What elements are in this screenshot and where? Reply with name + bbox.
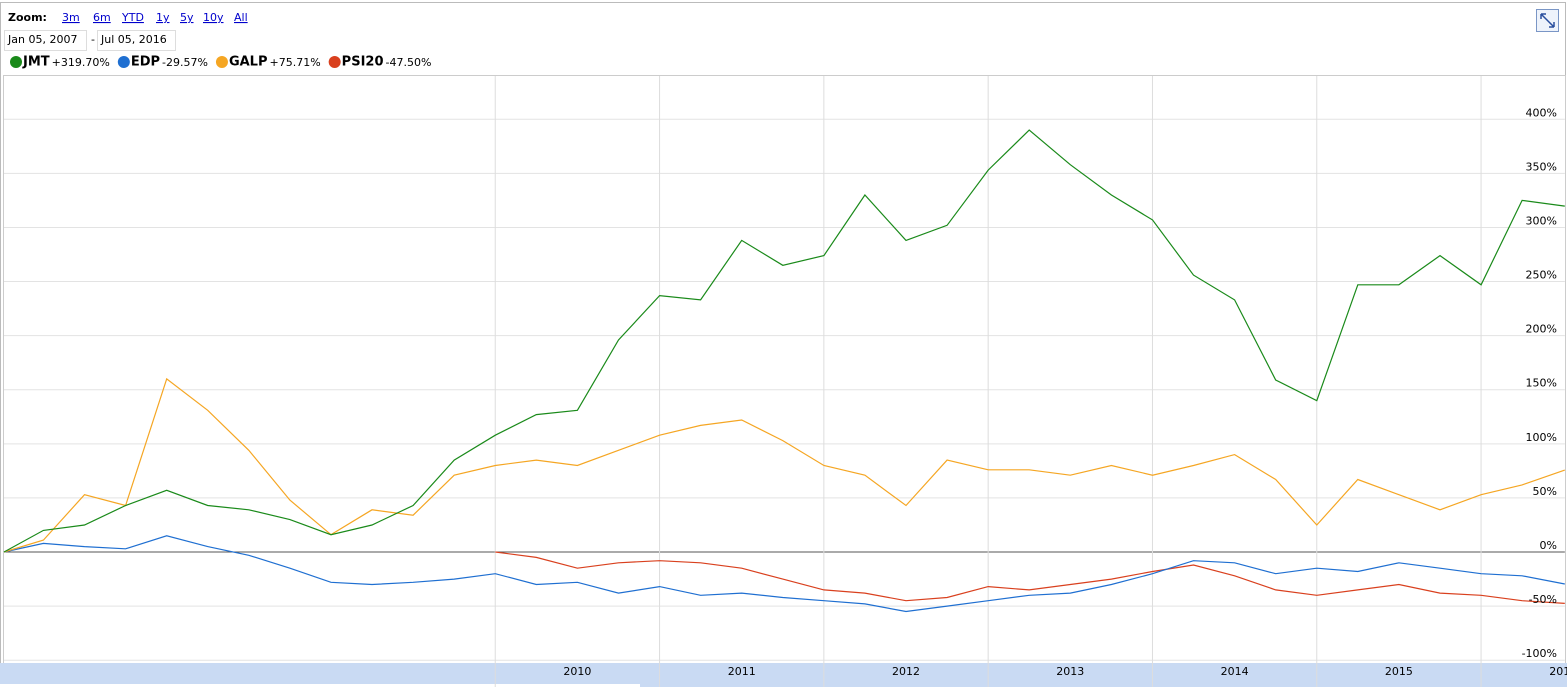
series-line xyxy=(3,377,1565,553)
date-separator: - xyxy=(91,33,95,46)
date-start-box[interactable] xyxy=(4,30,87,51)
expand-icon xyxy=(1540,13,1555,28)
zoom-option[interactable]: 6m xyxy=(93,11,111,24)
series-line xyxy=(3,535,1565,613)
y-tick-label: 50% xyxy=(1533,485,1557,498)
y-tick-label: 300% xyxy=(1526,214,1557,227)
y-tick-label: 150% xyxy=(1526,377,1557,390)
zoom-option[interactable]: 10y xyxy=(203,11,224,24)
legend-name: JMT xyxy=(22,55,50,70)
y-tick-label: 0% xyxy=(1540,539,1557,552)
legend-name: GALP xyxy=(229,55,268,70)
legend-dot xyxy=(215,56,228,68)
y-tick-label: 100% xyxy=(1526,431,1557,444)
legend-change: +319.70% xyxy=(52,56,110,69)
zoom-option[interactable]: 5y xyxy=(180,11,194,24)
legend-name: PSI20 xyxy=(342,55,384,70)
legend-dot xyxy=(10,56,22,68)
y-tick-label: -50% xyxy=(1529,593,1557,606)
x-tick-label: 2014 xyxy=(1221,665,1249,678)
scrollbar[interactable] xyxy=(0,684,640,687)
x-tick-label: 2012 xyxy=(892,665,920,678)
series-line xyxy=(3,129,1565,553)
y-tick-label: 350% xyxy=(1526,160,1557,173)
date-end: Jul 05, 2016 xyxy=(100,33,167,46)
legend-change: +75.71% xyxy=(270,56,321,69)
x-axis-band xyxy=(0,663,1567,687)
legend-dot xyxy=(117,56,130,68)
x-tick-label: 2016 xyxy=(1549,665,1567,678)
x-tick-label: 2013 xyxy=(1056,665,1084,678)
y-tick-label: 250% xyxy=(1526,269,1557,282)
zoom-label: Zoom: xyxy=(8,11,47,24)
legend-dot xyxy=(328,56,341,68)
zoom-option[interactable]: 3m xyxy=(62,11,80,24)
x-tick-label: 2010 xyxy=(563,665,591,678)
legend-change: -47.50% xyxy=(386,56,432,69)
zoom-option[interactable]: 1y xyxy=(156,11,170,24)
y-tick-label: 200% xyxy=(1526,323,1557,336)
legend-change: -29.57% xyxy=(162,56,208,69)
date-end-box[interactable] xyxy=(97,30,176,51)
date-start: Jan 05, 2007 xyxy=(7,33,77,46)
x-tick-label: 2015 xyxy=(1385,665,1413,678)
y-tick-label: 400% xyxy=(1526,106,1557,119)
y-tick-label: -100% xyxy=(1522,647,1557,660)
zoom-option[interactable]: YTD xyxy=(121,11,144,24)
series-line xyxy=(495,551,1565,604)
zoom-option[interactable]: All xyxy=(234,11,248,24)
legend-name: EDP xyxy=(131,55,160,70)
x-tick-label: 2011 xyxy=(728,665,756,678)
